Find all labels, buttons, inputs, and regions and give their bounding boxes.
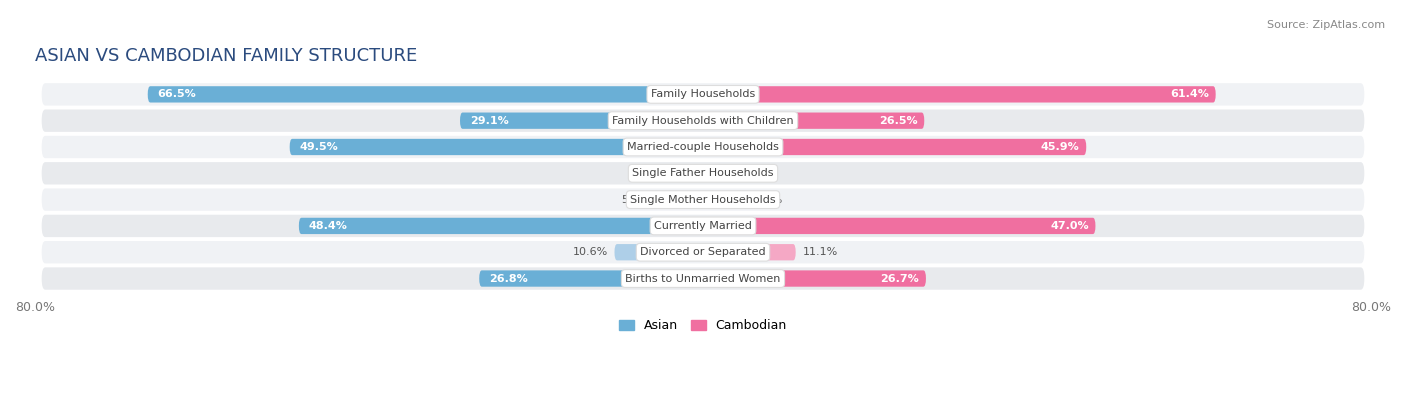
FancyBboxPatch shape [703, 165, 720, 181]
FancyBboxPatch shape [703, 218, 1095, 234]
FancyBboxPatch shape [148, 86, 703, 103]
Legend: Asian, Cambodian: Asian, Cambodian [614, 314, 792, 337]
FancyBboxPatch shape [657, 192, 703, 208]
FancyBboxPatch shape [42, 162, 1364, 184]
Text: Single Mother Households: Single Mother Households [630, 195, 776, 205]
FancyBboxPatch shape [703, 139, 1087, 155]
Text: 5.6%: 5.6% [621, 195, 650, 205]
FancyBboxPatch shape [42, 83, 1364, 105]
Text: Family Households with Children: Family Households with Children [612, 116, 794, 126]
Text: 48.4%: 48.4% [309, 221, 347, 231]
Text: Single Father Households: Single Father Households [633, 168, 773, 178]
FancyBboxPatch shape [42, 109, 1364, 132]
FancyBboxPatch shape [703, 113, 924, 129]
Text: 5.3%: 5.3% [754, 195, 782, 205]
FancyBboxPatch shape [290, 139, 703, 155]
Text: Married-couple Households: Married-couple Households [627, 142, 779, 152]
FancyBboxPatch shape [479, 271, 703, 287]
FancyBboxPatch shape [299, 218, 703, 234]
Text: Births to Unmarried Women: Births to Unmarried Women [626, 273, 780, 284]
Text: 11.1%: 11.1% [803, 247, 838, 257]
FancyBboxPatch shape [42, 267, 1364, 290]
FancyBboxPatch shape [703, 271, 927, 287]
Text: 66.5%: 66.5% [157, 89, 197, 100]
Text: 26.5%: 26.5% [879, 116, 918, 126]
FancyBboxPatch shape [686, 165, 703, 181]
Text: 61.4%: 61.4% [1170, 89, 1209, 100]
Text: Currently Married: Currently Married [654, 221, 752, 231]
Text: 49.5%: 49.5% [299, 142, 339, 152]
FancyBboxPatch shape [42, 136, 1364, 158]
Text: 45.9%: 45.9% [1040, 142, 1080, 152]
FancyBboxPatch shape [703, 86, 1216, 103]
Text: 47.0%: 47.0% [1050, 221, 1088, 231]
Text: 26.8%: 26.8% [489, 273, 529, 284]
FancyBboxPatch shape [614, 244, 703, 260]
Text: 26.7%: 26.7% [880, 273, 920, 284]
Text: 2.1%: 2.1% [651, 168, 679, 178]
FancyBboxPatch shape [42, 215, 1364, 237]
FancyBboxPatch shape [703, 192, 747, 208]
Text: 2.0%: 2.0% [727, 168, 755, 178]
Text: 29.1%: 29.1% [470, 116, 509, 126]
Text: ASIAN VS CAMBODIAN FAMILY STRUCTURE: ASIAN VS CAMBODIAN FAMILY STRUCTURE [35, 47, 418, 65]
Text: Family Households: Family Households [651, 89, 755, 100]
FancyBboxPatch shape [703, 244, 796, 260]
Text: 10.6%: 10.6% [572, 247, 607, 257]
Text: Divorced or Separated: Divorced or Separated [640, 247, 766, 257]
FancyBboxPatch shape [42, 241, 1364, 263]
FancyBboxPatch shape [460, 113, 703, 129]
FancyBboxPatch shape [42, 188, 1364, 211]
Text: Source: ZipAtlas.com: Source: ZipAtlas.com [1267, 20, 1385, 30]
